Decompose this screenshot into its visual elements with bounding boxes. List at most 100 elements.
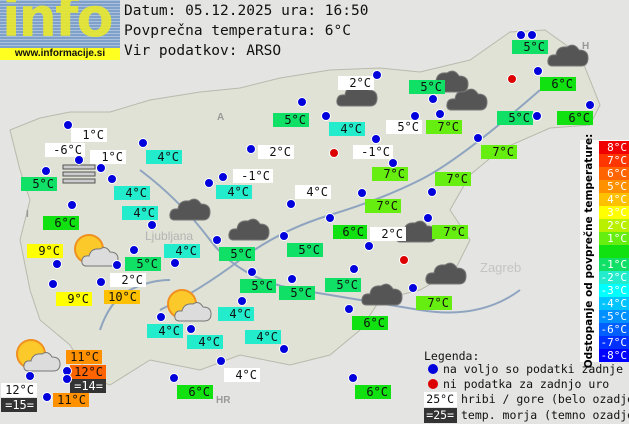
mountain-temperature-label: 2°C xyxy=(370,227,406,241)
station-marker[interactable] xyxy=(204,178,214,188)
station-temperature-label: 5°C xyxy=(279,286,315,300)
mountain-temperature-label: -1°C xyxy=(353,145,393,159)
station-marker[interactable] xyxy=(74,155,84,165)
cloud-icon xyxy=(446,88,488,111)
station-temperature-label: 4°C xyxy=(187,335,223,349)
cloud-icon xyxy=(425,262,467,285)
station-marker[interactable] xyxy=(138,138,148,148)
station-marker[interactable] xyxy=(246,144,256,154)
station-marker[interactable] xyxy=(186,324,196,334)
station-marker[interactable] xyxy=(237,296,247,306)
scale-row xyxy=(599,245,629,258)
station-temperature-label: 10°C xyxy=(104,290,140,304)
station-marker[interactable] xyxy=(372,70,382,80)
legend-item-hill: 25°C hribi / gore (belo ozadje) xyxy=(424,392,629,407)
scale-row: 1°C xyxy=(599,232,629,245)
station-marker[interactable] xyxy=(349,264,359,274)
station-temperature-label: 11°C xyxy=(53,393,89,407)
station-marker[interactable] xyxy=(169,373,179,383)
legend-available-text: na voljo so podatki zadnje ure xyxy=(443,362,629,376)
scale-row: -2°C xyxy=(599,271,629,284)
logo-url[interactable]: www.informacije.si xyxy=(0,48,120,60)
station-marker[interactable] xyxy=(348,373,358,383)
station-temperature-label: 5°C xyxy=(497,111,533,125)
station-marker[interactable] xyxy=(41,166,51,176)
station-marker[interactable] xyxy=(279,231,289,241)
station-marker[interactable] xyxy=(585,100,595,110)
station-marker[interactable] xyxy=(62,374,72,384)
station-temperature-label: 7°C xyxy=(435,172,471,186)
station-marker[interactable] xyxy=(423,213,433,223)
station-marker[interactable] xyxy=(52,259,62,269)
deviation-scale: Odstopanje od povprečne temperature: 8°C… xyxy=(580,134,629,368)
station-marker[interactable] xyxy=(212,235,222,245)
station-marker[interactable] xyxy=(532,111,542,121)
mountain-temperature-label: 2°C xyxy=(338,76,374,90)
station-temperature-label: 4°C xyxy=(329,122,365,136)
station-marker[interactable] xyxy=(96,277,106,287)
station-temperature-label: 6°C xyxy=(540,77,576,91)
scale-row: -8°C xyxy=(599,349,629,362)
station-marker[interactable] xyxy=(129,245,139,255)
mountain-temperature-label: 2°C xyxy=(110,273,146,287)
average-temperature-line: Povprečna temperatura: 6°C xyxy=(124,23,351,39)
cloud-icon xyxy=(361,283,403,306)
station-marker[interactable] xyxy=(357,188,367,198)
station-marker[interactable] xyxy=(107,174,117,184)
cloud-icon xyxy=(228,218,270,241)
station-missing-data-marker[interactable] xyxy=(329,148,339,158)
station-temperature-label: 5°C xyxy=(273,113,309,127)
station-marker[interactable] xyxy=(364,241,374,251)
mountain-temperature-label: 4°C xyxy=(224,368,260,382)
station-marker[interactable] xyxy=(170,258,180,268)
station-marker[interactable] xyxy=(321,111,331,121)
legend-missing-text: ni podatka za zadnjo uro xyxy=(443,377,610,391)
scale-row: -1°C xyxy=(599,258,629,271)
station-missing-data-marker[interactable] xyxy=(507,74,517,84)
station-marker[interactable] xyxy=(516,30,526,40)
logo[interactable]: info www.informacije.si xyxy=(0,0,120,60)
mountain-temperature-label: 1°C xyxy=(90,150,126,164)
station-temperature-label: 4°C xyxy=(122,206,158,220)
station-marker[interactable] xyxy=(96,163,106,173)
station-marker[interactable] xyxy=(279,344,289,354)
station-temperature-label: 7°C xyxy=(372,167,408,181)
station-marker[interactable] xyxy=(473,133,483,143)
station-marker[interactable] xyxy=(428,94,438,104)
station-marker[interactable] xyxy=(344,304,354,314)
station-marker[interactable] xyxy=(156,312,166,322)
station-marker[interactable] xyxy=(533,66,543,76)
station-marker[interactable] xyxy=(216,356,226,366)
station-marker[interactable] xyxy=(67,200,77,210)
station-marker[interactable] xyxy=(147,220,157,230)
station-marker[interactable] xyxy=(25,371,35,381)
station-temperature-label: 5°C xyxy=(287,243,323,257)
station-marker[interactable] xyxy=(112,260,122,270)
station-temperature-label: 9°C xyxy=(56,292,92,306)
station-marker[interactable] xyxy=(408,283,418,293)
station-marker[interactable] xyxy=(42,392,52,402)
station-marker[interactable] xyxy=(247,267,257,277)
station-marker[interactable] xyxy=(427,187,437,197)
station-marker[interactable] xyxy=(297,97,307,107)
station-temperature-label: 5°C xyxy=(409,80,445,94)
station-marker[interactable] xyxy=(287,274,297,284)
station-marker[interactable] xyxy=(371,134,381,144)
station-marker[interactable] xyxy=(435,109,445,119)
scale-row: 6°C xyxy=(599,167,629,180)
station-missing-data-marker[interactable] xyxy=(399,255,409,265)
station-marker[interactable] xyxy=(286,199,296,209)
station-marker[interactable] xyxy=(527,30,537,40)
station-marker[interactable] xyxy=(63,120,73,130)
station-marker[interactable] xyxy=(48,279,58,289)
station-temperature-label: 5°C xyxy=(325,278,361,292)
source-line: Vir podatkov: ARSO xyxy=(124,43,282,59)
station-marker[interactable] xyxy=(388,158,398,168)
station-marker[interactable] xyxy=(218,172,228,182)
mountain-temperature-label: 2°C xyxy=(258,145,294,159)
station-marker[interactable] xyxy=(410,111,420,121)
city-label-ljubljana: Ljubljana xyxy=(145,229,193,243)
station-marker[interactable] xyxy=(325,213,335,223)
station-temperature-label: 11°C xyxy=(66,350,102,364)
red-dot-icon xyxy=(428,379,438,389)
